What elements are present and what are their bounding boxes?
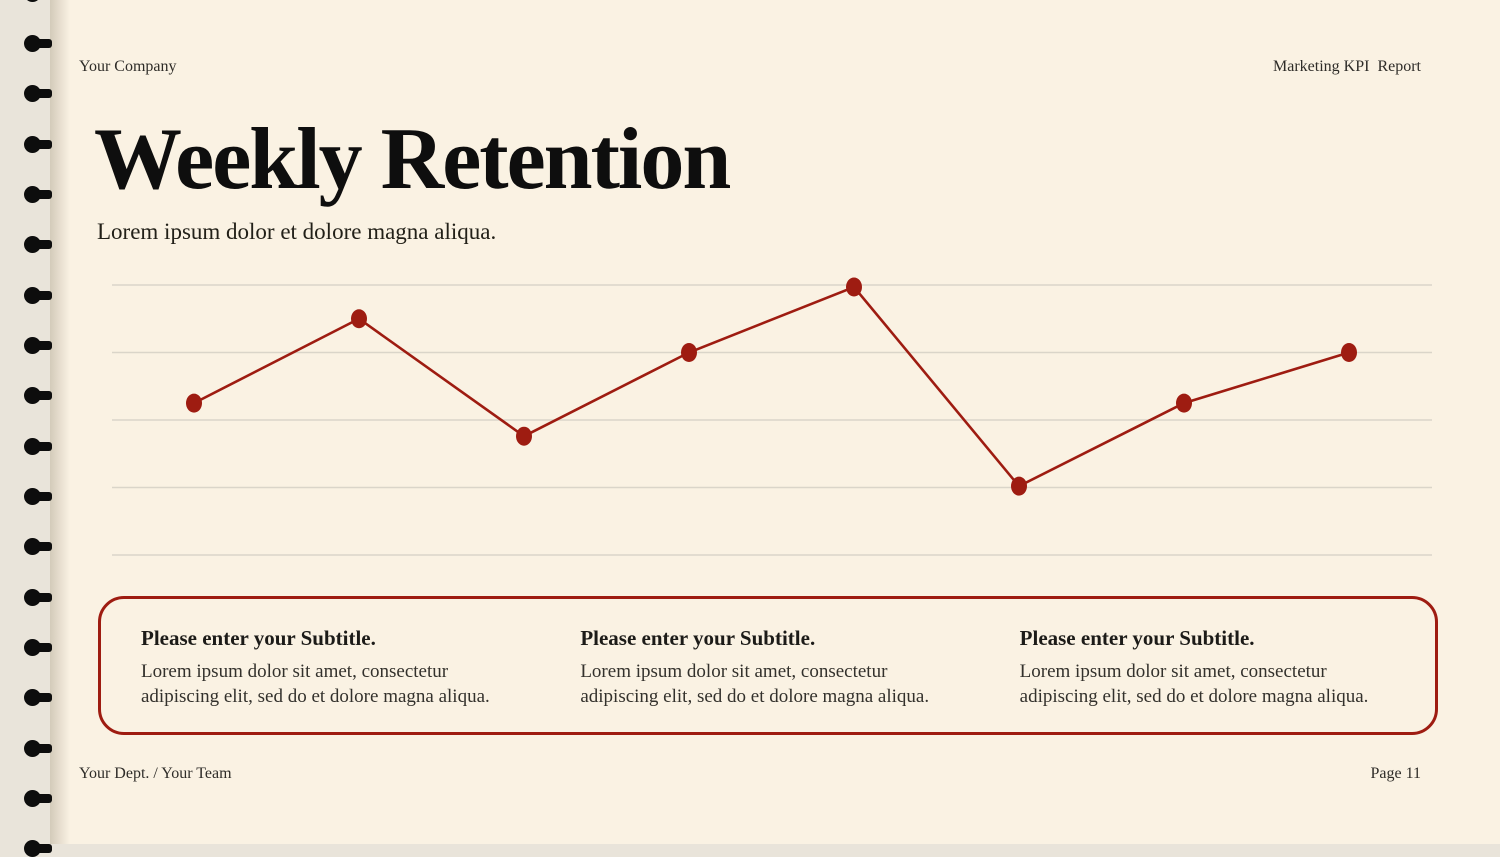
binding-ring-icon [24, 488, 52, 505]
info-column-body: Lorem ipsum dolor sit amet, consectetur … [580, 661, 930, 708]
info-column-1: Please enter your Subtitle. Lorem ipsum … [141, 626, 518, 732]
binding-ring-icon [24, 34, 52, 52]
binding-ring-icon [24, 387, 52, 405]
chart-data-point [516, 426, 532, 446]
info-column-2: Please enter your Subtitle. Lorem ipsum … [580, 626, 957, 732]
chart-data-point [1011, 476, 1027, 496]
chart-data-point [681, 343, 697, 362]
binding-ring-icon [24, 286, 52, 304]
binding-ring-icon [24, 437, 52, 455]
page-subtitle: Lorem ipsum dolor et dolore magna aliqua… [97, 219, 497, 244]
binding-ring-icon [24, 689, 52, 707]
chart-data-point [1176, 393, 1192, 413]
info-column-heading: Please enter your Subtitle. [1019, 626, 1255, 650]
footer-page-number: Page 11 [1370, 765, 1421, 782]
header-report-label: Marketing KPI Report [1273, 58, 1421, 75]
header-company-label: Your Company [79, 58, 177, 75]
notebook-page [50, 0, 1500, 844]
info-column-heading: Please enter your Subtitle. [580, 626, 816, 650]
subtitle-info-box: Please enter your Subtitle. Lorem ipsum … [98, 596, 1438, 735]
footer-dept-label: Your Dept. / Your Team [79, 765, 232, 782]
info-column-body: Lorem ipsum dolor sit amet, consectetur … [1019, 661, 1369, 708]
binding-ring-icon [24, 588, 52, 606]
chart-data-point [351, 309, 367, 329]
info-column-3: Please enter your Subtitle. Lorem ipsum … [1020, 626, 1397, 732]
binding-ring-icon [24, 336, 52, 354]
binding-ring-icon [24, 135, 52, 153]
chart-data-point [186, 393, 202, 413]
chart-data-point [1341, 343, 1357, 362]
retention-chart-area [112, 277, 1432, 556]
chart-line-series [193, 285, 1350, 488]
binding-ring-icon [24, 236, 52, 254]
binding-ring-icon [24, 85, 52, 103]
binding-ring-icon [24, 739, 52, 757]
binding-ring-icon [24, 790, 52, 808]
spiral-binding [0, 0, 62, 857]
binding-ring-icon [24, 538, 52, 556]
retention-line-chart [112, 277, 1432, 556]
page-title: Weekly Retention [94, 111, 731, 208]
info-column-heading: Please enter your Subtitle. [141, 626, 376, 650]
info-column-body: Lorem ipsum dolor sit amet, consectetur … [141, 661, 490, 708]
binding-ring-icon [24, 639, 52, 657]
binding-ring-icon [24, 185, 52, 203]
chart-data-point [846, 277, 862, 297]
binding-ring-icon [24, 840, 52, 857]
